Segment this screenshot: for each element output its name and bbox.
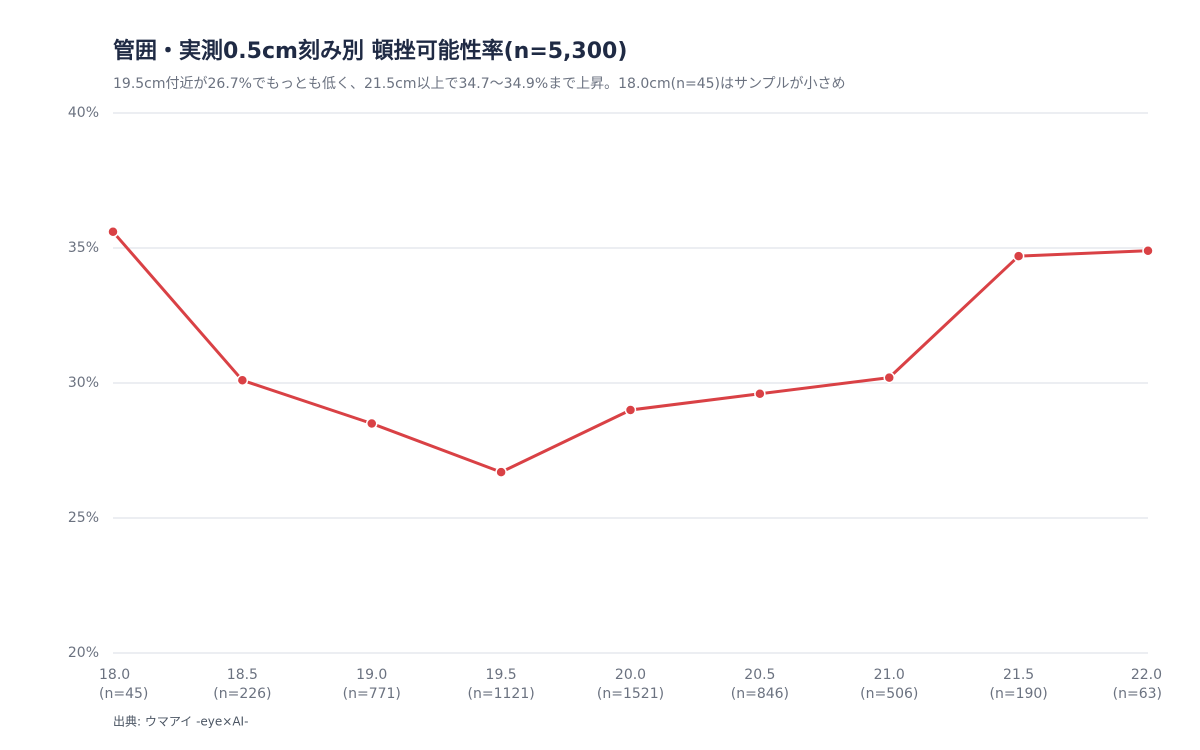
y-tick-label: 40%	[68, 105, 99, 121]
x-tick-label: 21.5	[1003, 667, 1034, 683]
data-point	[883, 371, 895, 384]
data-point	[236, 374, 249, 387]
y-tick-label: 35%	[68, 240, 99, 256]
x-tick-label: 21.0	[874, 667, 905, 683]
y-tick-label: 20%	[68, 645, 99, 661]
x-tick-note: (n=63)	[1113, 686, 1162, 702]
chart-subtitle: 19.5cm付近が26.7%でもっとも低く、21.5cm以上で34.7〜34.9…	[113, 76, 846, 92]
data-point	[107, 226, 119, 238]
y-tick-label: 25%	[68, 510, 99, 526]
x-tick-label: 20.5	[744, 667, 775, 683]
x-tick-note: (n=226)	[213, 686, 271, 702]
data-point	[754, 388, 766, 400]
x-tick-note: (n=846)	[731, 686, 789, 702]
x-tick-note: (n=190)	[990, 686, 1048, 702]
data-point	[495, 466, 507, 478]
data-point	[1012, 250, 1025, 262]
data-point	[1142, 244, 1154, 257]
x-tick-label: 22.0	[1131, 667, 1162, 683]
x-tick-label: 19.0	[356, 667, 387, 683]
x-tick-note: (n=1521)	[597, 686, 664, 702]
source-note: 出典: ウマアイ -eye×AI-	[113, 715, 248, 729]
x-tick-note: (n=45)	[99, 686, 148, 702]
x-tick-label: 20.0	[615, 667, 646, 683]
x-tick-label: 18.5	[227, 667, 258, 683]
x-tick-label: 18.0	[99, 667, 130, 683]
x-tick-label: 19.5	[486, 667, 517, 683]
x-tick-note: (n=771)	[343, 686, 401, 702]
x-tick-note: (n=1121)	[468, 686, 535, 702]
x-tick-note: (n=506)	[860, 686, 918, 702]
data-point	[624, 404, 637, 416]
data-point	[366, 417, 378, 430]
chart-title: 管囲・実測0.5cm刻み別 頓挫可能性率(n=5,300)	[113, 38, 627, 64]
y-tick-label: 30%	[68, 375, 99, 391]
